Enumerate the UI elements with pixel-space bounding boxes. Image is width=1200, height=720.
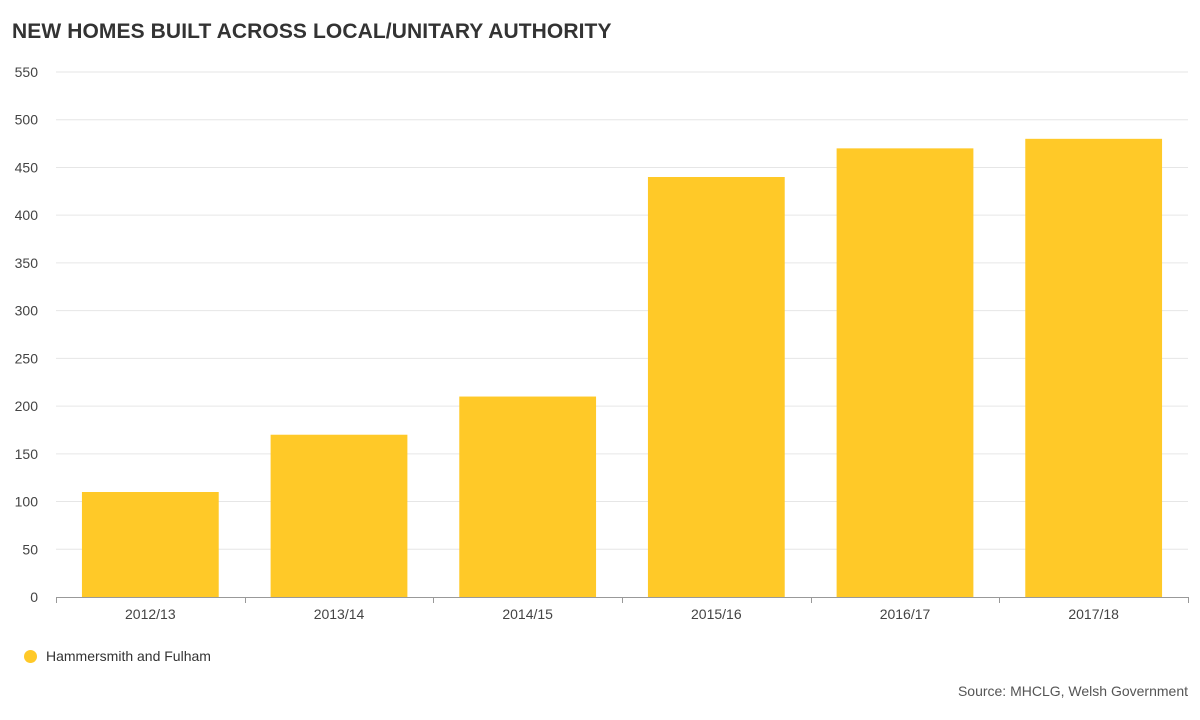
x-axis-tick-labels: 2012/13 2013/14 2014/15 2015/16 2016/17 2017/… <box>125 606 1119 622</box>
y-tick-label: 100 <box>15 494 39 510</box>
y-tick-label: 450 <box>15 159 39 175</box>
legend-label: Hammersmith and Fulham <box>46 648 211 664</box>
y-tick-label: 350 <box>15 255 39 271</box>
x-tick-label: 2012/13 <box>125 606 176 622</box>
y-axis-tick-labels: 0 50 100 150 200 250 300 350 400 450 500 550 <box>15 64 39 605</box>
source-note: Source: MHCLG, Welsh Government <box>957 683 1188 699</box>
legend-swatch <box>24 649 37 663</box>
y-tick-label: 50 <box>22 541 38 557</box>
chart-title: NEW HOMES BUILT ACROSS LOCAL/UNITARY AUT… <box>12 20 612 43</box>
bar <box>459 396 597 597</box>
legend[interactable]: Hammersmith and Fulham <box>24 648 211 664</box>
y-tick-label: 200 <box>15 398 39 414</box>
bar <box>836 148 974 597</box>
y-tick-label: 150 <box>15 446 39 462</box>
bar <box>81 492 219 597</box>
y-tick-label: 550 <box>15 64 39 80</box>
y-tick-label: 0 <box>30 589 38 605</box>
x-tick-label: 2013/14 <box>314 606 365 622</box>
bar <box>647 177 785 597</box>
gridlines <box>56 71 1188 550</box>
x-axis <box>56 597 1189 603</box>
bar <box>270 434 408 597</box>
bar <box>1025 138 1163 597</box>
y-tick-label: 300 <box>15 303 39 319</box>
x-tick-label: 2014/15 <box>502 606 553 622</box>
x-tick-label: 2016/17 <box>880 606 931 622</box>
x-tick-label: 2017/18 <box>1068 606 1119 622</box>
x-tick-label: 2015/16 <box>691 606 742 622</box>
bars <box>81 138 1163 597</box>
y-tick-label: 400 <box>15 207 39 223</box>
y-tick-label: 250 <box>15 350 39 366</box>
y-tick-label: 500 <box>15 112 39 128</box>
